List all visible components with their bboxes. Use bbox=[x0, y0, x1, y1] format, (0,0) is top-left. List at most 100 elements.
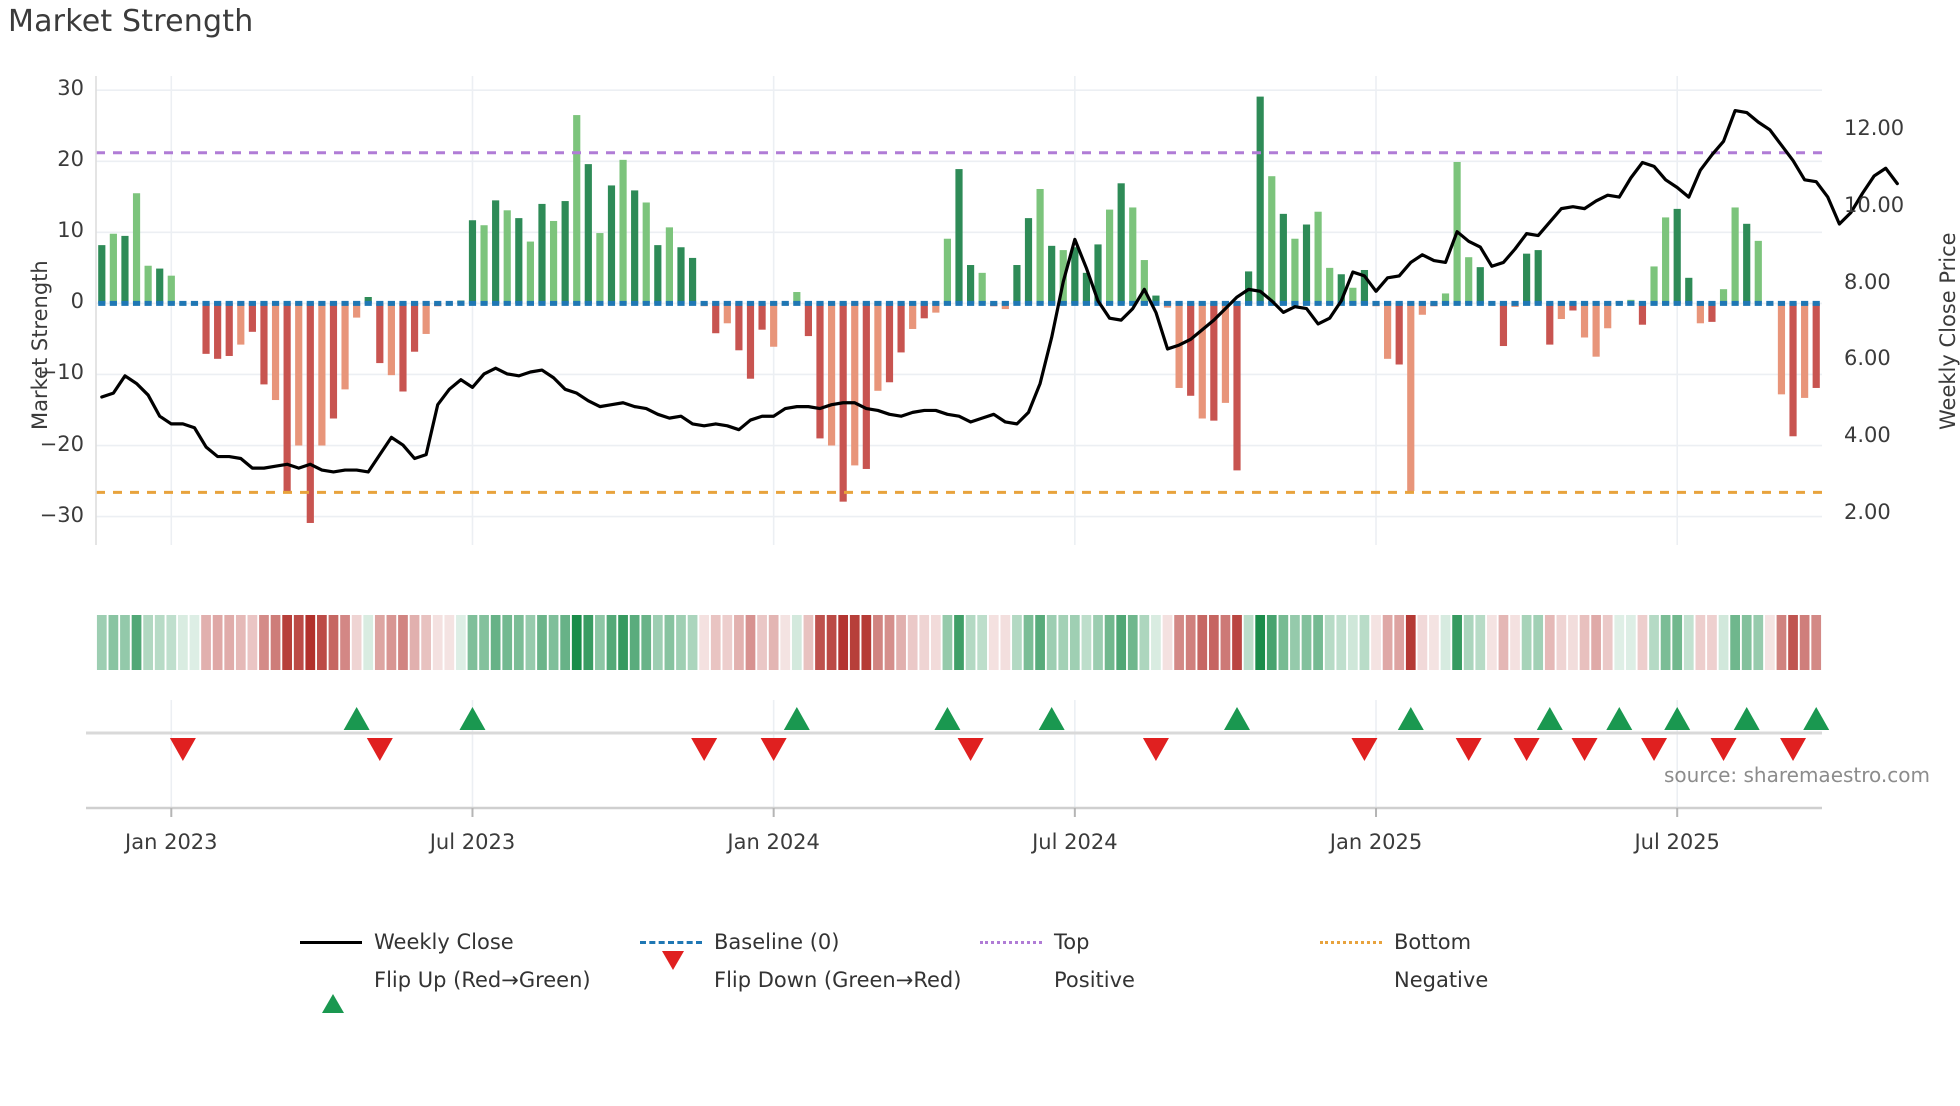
strength-bar bbox=[943, 238, 952, 304]
flip-up-marker[interactable] bbox=[934, 707, 961, 730]
flip-up-marker[interactable] bbox=[1803, 707, 1830, 730]
y-axis-right-tick: 12.00 bbox=[1844, 115, 1905, 140]
legend-item-label: Flip Up (Red→Green) bbox=[374, 968, 591, 992]
heatmap-cell bbox=[988, 615, 999, 670]
legend-flip-down[interactable]: Flip Down (Green→Red) bbox=[640, 951, 980, 994]
flip-down-marker[interactable] bbox=[366, 738, 393, 761]
triangle-up-icon bbox=[300, 970, 362, 1013]
flip-down-marker[interactable] bbox=[1142, 738, 1169, 761]
flip-down-marker[interactable] bbox=[169, 738, 196, 761]
dot-glyph bbox=[1320, 941, 1382, 944]
strength-bar bbox=[480, 225, 488, 304]
strength-bar bbox=[827, 303, 836, 446]
strength-bar bbox=[109, 233, 117, 304]
heatmap-cell bbox=[699, 615, 710, 670]
strength-bar bbox=[573, 115, 581, 304]
x-axis-tick-label: Jul 2024 bbox=[1032, 830, 1118, 854]
strength-bar bbox=[1801, 303, 1809, 398]
strength-bar bbox=[329, 303, 338, 419]
legend-weekly-close[interactable]: Weekly Close bbox=[300, 930, 640, 954]
heatmap-cell bbox=[1116, 615, 1127, 670]
flip-down-marker[interactable] bbox=[1513, 738, 1540, 761]
strength-bar bbox=[816, 303, 824, 439]
strength-bar bbox=[677, 247, 685, 304]
strength-bar bbox=[1013, 265, 1021, 304]
heatmap-cell bbox=[1000, 615, 1011, 670]
heatmap-cell bbox=[224, 615, 235, 670]
y-axis-right-label: Weekly Close Price bbox=[1936, 232, 1960, 430]
x-axis-tick-label: Jan 2025 bbox=[1329, 830, 1423, 854]
heatmap-cell bbox=[328, 615, 339, 670]
heatmap-cell bbox=[189, 615, 200, 670]
strength-bar bbox=[596, 233, 604, 304]
heatmap-cell bbox=[409, 615, 420, 670]
strength-bar bbox=[422, 303, 430, 334]
strength-bar bbox=[1534, 250, 1542, 304]
legend-item-label: Flip Down (Green→Red) bbox=[714, 968, 962, 992]
strength-bar bbox=[1708, 303, 1716, 322]
strength-bar bbox=[538, 203, 546, 304]
heatmap-cell bbox=[1081, 615, 1092, 670]
strength-bar bbox=[1418, 303, 1426, 315]
heatmap-cell bbox=[896, 615, 906, 670]
flip-down-marker[interactable] bbox=[691, 738, 718, 761]
flip-up-marker[interactable] bbox=[459, 707, 486, 730]
flip-down-marker[interactable] bbox=[1780, 738, 1807, 761]
flip-up-marker[interactable] bbox=[1733, 707, 1760, 730]
strength-bar bbox=[515, 218, 523, 304]
strength-bar bbox=[1360, 269, 1369, 304]
flip-up-marker[interactable] bbox=[343, 707, 370, 730]
flip-up-marker[interactable] bbox=[1038, 707, 1065, 730]
legend-top[interactable]: Top bbox=[980, 930, 1320, 954]
strength-bar bbox=[1221, 303, 1230, 403]
flip-down-marker[interactable] bbox=[1351, 738, 1378, 761]
flip-down-marker[interactable] bbox=[1455, 738, 1482, 761]
legend-positive[interactable]: Positive bbox=[980, 968, 1320, 992]
legend-item-label: Bottom bbox=[1394, 930, 1472, 954]
heatmap-cell bbox=[1440, 615, 1451, 670]
strength-bar bbox=[1314, 211, 1322, 304]
strength-bar bbox=[1036, 188, 1044, 304]
flip-down-marker[interactable] bbox=[760, 738, 787, 761]
flip-up-marker[interactable] bbox=[1224, 707, 1251, 730]
heatmap-cell bbox=[907, 615, 918, 670]
strength-bar bbox=[341, 303, 349, 390]
y-axis-left-tick: −10 bbox=[39, 360, 84, 385]
legend-baseline[interactable]: Baseline (0) bbox=[640, 930, 980, 954]
strength-bar bbox=[619, 159, 627, 304]
heatmap-cell bbox=[456, 615, 466, 670]
flip-up-marker[interactable] bbox=[1536, 707, 1563, 730]
strength-bar bbox=[1071, 247, 1079, 304]
flip-down-marker[interactable] bbox=[957, 738, 984, 761]
heatmap-cell bbox=[247, 615, 258, 670]
heatmap-cell bbox=[525, 615, 536, 670]
flip-up-marker[interactable] bbox=[1664, 707, 1691, 730]
strength-bar bbox=[1685, 277, 1693, 304]
heatmap-cell bbox=[1069, 615, 1080, 670]
heatmap-cell bbox=[942, 615, 953, 670]
heatmap-cell bbox=[1058, 615, 1069, 670]
heatmap-cell bbox=[1799, 615, 1810, 670]
legend-negative[interactable]: Negative bbox=[1320, 968, 1660, 992]
heatmap-cell bbox=[757, 615, 767, 670]
legend-bottom[interactable]: Bottom bbox=[1320, 930, 1660, 954]
flip-up-marker[interactable] bbox=[1606, 707, 1633, 730]
y-axis-left-tick: 30 bbox=[57, 76, 84, 101]
strength-bar bbox=[410, 303, 419, 352]
flip-up-marker[interactable] bbox=[783, 707, 810, 730]
heatmap-cell bbox=[873, 615, 883, 670]
flip-down-marker[interactable] bbox=[1571, 738, 1598, 761]
heatmap-cell bbox=[1660, 615, 1671, 670]
flip-down-marker[interactable] bbox=[1710, 738, 1737, 761]
heatmap-cell bbox=[1568, 615, 1578, 670]
strength-bar bbox=[98, 245, 106, 304]
heatmap-cell bbox=[490, 615, 501, 670]
legend-flip-up[interactable]: Flip Up (Red→Green) bbox=[300, 968, 640, 1013]
heatmap-cell bbox=[1533, 615, 1544, 670]
strength-bar bbox=[1198, 303, 1206, 419]
flip-down-marker[interactable] bbox=[1641, 738, 1668, 761]
strength-bar bbox=[1187, 303, 1195, 396]
flip-up-marker[interactable] bbox=[1397, 707, 1424, 730]
strength-bar bbox=[723, 303, 731, 324]
